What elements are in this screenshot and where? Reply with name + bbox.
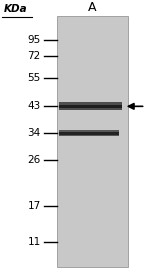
Text: KDa: KDa [3,4,27,14]
Text: A: A [88,1,97,14]
Text: 43: 43 [27,101,41,111]
Bar [57,16,128,267]
Text: 72: 72 [27,51,41,61]
Text: 26: 26 [27,155,41,165]
Bar [59,132,118,135]
Text: 11: 11 [27,237,41,247]
Bar [59,105,122,108]
Text: 34: 34 [27,128,41,138]
Text: 95: 95 [27,35,41,45]
Bar [59,130,118,136]
Text: 17: 17 [27,201,41,211]
Text: 55: 55 [27,73,41,83]
Bar [59,102,122,110]
